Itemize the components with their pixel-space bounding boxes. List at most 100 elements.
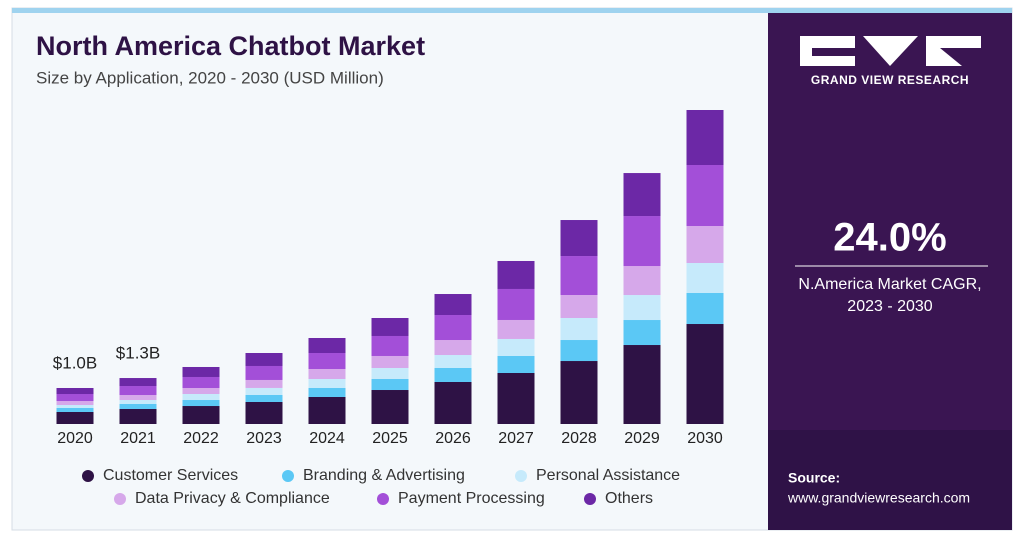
bar-segment — [434, 294, 472, 316]
bar-segment — [308, 352, 346, 370]
logo-cut — [940, 48, 981, 66]
bar-segment — [119, 404, 157, 410]
x-tick-label: 2020 — [57, 430, 93, 447]
bar-segment — [560, 256, 598, 296]
bar-segment — [308, 387, 346, 397]
bar-segment — [623, 295, 661, 321]
source-label: Source: — [788, 470, 840, 486]
source-url: www.grandviewresearch.com — [787, 490, 970, 506]
cagr-label: 2023 - 2030 — [847, 298, 933, 315]
bar-segment — [623, 266, 661, 296]
bar-segment — [119, 400, 157, 405]
legend-swatch — [377, 493, 389, 505]
side-panel-footer — [768, 430, 1012, 530]
bar-segment — [308, 338, 346, 353]
chart-title: North America Chatbot Market — [36, 31, 425, 61]
x-tick-label: 2030 — [687, 430, 723, 447]
data-label: $1.0B — [53, 353, 97, 372]
x-tick-label: 2021 — [120, 430, 156, 447]
bar-segment — [119, 378, 157, 387]
bar-segment — [560, 361, 598, 424]
logo — [800, 36, 981, 66]
bar-segment — [434, 315, 472, 341]
bar-segment — [371, 367, 409, 380]
bar-segment — [371, 335, 409, 356]
bar-segment — [623, 345, 661, 424]
bar-segment — [686, 293, 724, 325]
bar-segment — [245, 352, 283, 366]
bar-segment — [686, 263, 724, 294]
bar-segment — [182, 387, 220, 395]
bar-segment — [245, 387, 283, 395]
bar-segment — [56, 411, 94, 424]
bar-segment — [686, 225, 724, 264]
bar-segment — [182, 376, 220, 388]
x-tick-label: 2022 — [183, 430, 219, 447]
bar-segment — [56, 405, 94, 408]
bar-segment — [686, 324, 724, 424]
bar-segment — [371, 379, 409, 391]
bar-segment — [497, 260, 535, 289]
legend-label: Others — [605, 490, 653, 507]
brand: GRAND VIEW RESEARCH — [811, 73, 969, 87]
legend-swatch — [82, 470, 94, 482]
x-tick-label: 2026 — [435, 430, 471, 447]
bar-segment — [497, 355, 535, 373]
bar-segment — [497, 288, 535, 320]
bar-segment — [497, 372, 535, 424]
bar-segment — [434, 381, 472, 424]
chart-subtitle: Size by Application, 2020 - 2030 (USD Mi… — [36, 68, 384, 87]
bar-segment — [686, 110, 724, 165]
bar-segment — [308, 379, 346, 388]
bar-segment — [371, 355, 409, 368]
logo-v — [863, 36, 918, 66]
bar-segment — [560, 318, 598, 341]
bar-segment — [434, 367, 472, 382]
bar-segment — [245, 365, 283, 380]
bar-segment — [119, 386, 157, 396]
x-tick-label: 2028 — [561, 430, 597, 447]
x-tick-label: 2023 — [246, 430, 282, 447]
bar-segment — [434, 355, 472, 368]
bar-segment — [308, 396, 346, 424]
bar-segment — [182, 400, 220, 407]
bar-segment — [497, 319, 535, 339]
bar-segment — [371, 318, 409, 336]
bar-segment — [245, 401, 283, 424]
bar-segment — [308, 369, 346, 380]
legend-label: Customer Services — [103, 467, 238, 484]
bar-segment — [245, 379, 283, 388]
bar-segment — [119, 395, 157, 401]
bar-segment — [56, 401, 94, 406]
bar-segment — [182, 394, 220, 401]
logo-cut — [812, 48, 855, 56]
bar-segment — [686, 164, 724, 226]
legend-swatch — [114, 493, 126, 505]
bar-segment — [119, 409, 157, 424]
x-tick-label: 2024 — [309, 430, 345, 447]
bar-segment — [560, 295, 598, 319]
bar-segment — [182, 406, 220, 424]
bar-segment — [434, 340, 472, 356]
data-label: $1.3B — [116, 344, 160, 363]
bar-segment — [560, 220, 598, 257]
bar-segment — [371, 390, 409, 424]
legend-label: Personal Assistance — [536, 467, 680, 484]
bar-segment — [623, 216, 661, 267]
bar-segment — [245, 394, 283, 402]
legend-label: Data Privacy & Compliance — [135, 490, 330, 507]
bar-segment — [560, 340, 598, 362]
bar-segment — [56, 394, 94, 402]
cagr-value: 24.0% — [833, 216, 946, 260]
bar-segment — [182, 366, 220, 377]
legend-label: Payment Processing — [398, 490, 545, 507]
x-tick-label: 2029 — [624, 430, 660, 447]
top-border — [12, 8, 1012, 13]
cagr-label: N.America Market CAGR, — [798, 276, 981, 293]
bar-segment — [497, 338, 535, 356]
legend-label: Branding & Advertising — [303, 467, 465, 484]
bar-segment — [623, 320, 661, 346]
x-tick-label: 2027 — [498, 430, 534, 447]
